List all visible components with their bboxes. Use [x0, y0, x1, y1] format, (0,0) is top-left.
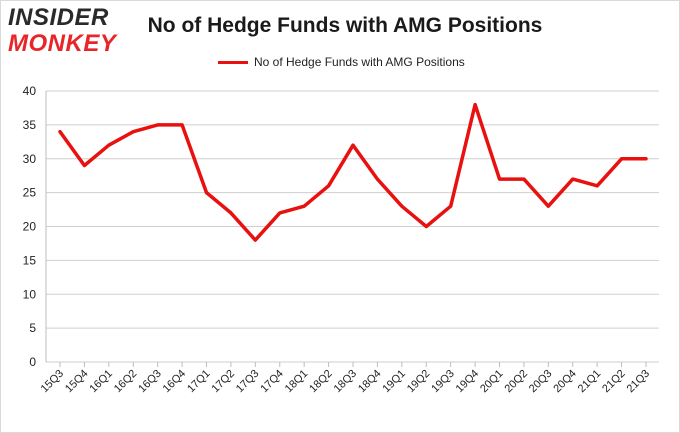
x-tick-label-20Q1: 20Q1 [478, 368, 506, 396]
x-tick-label-20Q4: 20Q4 [551, 368, 579, 396]
x-tick-label-15Q4: 15Q4 [63, 368, 91, 396]
series-layer [58, 102, 648, 242]
data-point-21Q3 [644, 157, 648, 161]
chart-title: No of Hedge Funds with AMG Positions [147, 14, 543, 37]
data-point-17Q2 [229, 211, 233, 215]
data-point-19Q4 [473, 103, 477, 107]
data-point-16Q4 [180, 123, 184, 127]
y-tick-label-5: 5 [29, 321, 36, 335]
y-tick-label-35: 35 [23, 118, 37, 132]
logo-text-insider: INSIDER [8, 4, 109, 31]
x-tick-label-21Q1: 21Q1 [576, 368, 604, 396]
x-tick-label-17Q4: 17Q4 [258, 368, 286, 396]
x-tick-label-17Q1: 17Q1 [185, 368, 213, 396]
insider-monkey-logo: INSIDER MONKEY [8, 6, 126, 56]
data-point-16Q3 [156, 123, 160, 127]
x-tick-label-20Q2: 20Q2 [503, 368, 531, 396]
x-tick-label-18Q2: 18Q2 [307, 368, 335, 396]
y-tick-label-25: 25 [23, 186, 37, 200]
data-point-18Q3 [351, 143, 355, 147]
x-tick-label-19Q2: 19Q2 [405, 368, 433, 396]
data-point-19Q2 [424, 225, 428, 228]
x-tick-label-19Q3: 19Q3 [429, 368, 457, 396]
x-tick-label-16Q1: 16Q1 [87, 368, 115, 396]
data-point-21Q2 [620, 157, 624, 161]
data-point-21Q1 [595, 184, 599, 188]
data-point-18Q2 [327, 184, 331, 188]
x-tick-label-16Q4: 16Q4 [161, 368, 189, 396]
data-point-15Q3 [58, 130, 62, 134]
data-point-17Q4 [278, 211, 282, 215]
legend-line-swatch [218, 60, 248, 64]
logo-text-monkey: MONKEY [8, 30, 117, 57]
x-tick-label-18Q1: 18Q1 [283, 368, 311, 396]
data-point-17Q3 [253, 238, 257, 242]
data-point-17Q1 [205, 191, 208, 195]
x-tick-label-18Q3: 18Q3 [332, 368, 360, 396]
x-tick-label-18Q4: 18Q4 [356, 368, 384, 396]
y-tick-label-30: 30 [23, 152, 37, 166]
data-point-15Q4 [82, 164, 86, 168]
data-point-19Q3 [449, 204, 453, 208]
x-tick-label-16Q3: 16Q3 [136, 368, 164, 396]
y-tick-label-0: 0 [29, 355, 36, 369]
data-point-16Q1 [107, 143, 111, 147]
y-tick-label-15: 15 [23, 253, 37, 267]
data-point-20Q3 [546, 204, 550, 208]
x-tick-label-20Q3: 20Q3 [527, 368, 555, 396]
data-point-16Q2 [131, 130, 135, 134]
chart-legend: No of Hedge Funds with AMG Positions [218, 55, 465, 69]
axes [45, 91, 647, 367]
y-tick-labels: 0 5 10 15 20 25 30 35 40 [23, 84, 37, 369]
x-tick-label-19Q1: 19Q1 [380, 368, 408, 396]
x-tick-labels: 15Q315Q416Q116Q216Q316Q417Q117Q217Q317Q4… [39, 368, 653, 396]
data-point-20Q1 [498, 177, 501, 181]
x-tick-label-17Q2: 17Q2 [210, 368, 238, 396]
x-tick-label-15Q3: 15Q3 [39, 368, 67, 396]
data-point-18Q4 [375, 177, 379, 181]
gridlines [46, 90, 659, 363]
x-tick-label-21Q3: 21Q3 [625, 368, 653, 396]
data-point-20Q2 [522, 177, 526, 181]
y-tick-label-40: 40 [23, 84, 37, 98]
x-tick-label-21Q2: 21Q2 [600, 368, 628, 396]
legend-label: No of Hedge Funds with AMG Positions [254, 55, 465, 69]
y-tick-label-10: 10 [23, 287, 37, 301]
data-point-20Q4 [571, 177, 575, 181]
x-tick-label-16Q2: 16Q2 [112, 368, 140, 396]
data-point-19Q1 [400, 204, 404, 208]
y-tick-label-20: 20 [23, 220, 37, 234]
data-point-18Q1 [302, 204, 306, 208]
x-tick-label-17Q3: 17Q3 [234, 368, 262, 396]
x-tick-label-19Q4: 19Q4 [454, 368, 482, 396]
